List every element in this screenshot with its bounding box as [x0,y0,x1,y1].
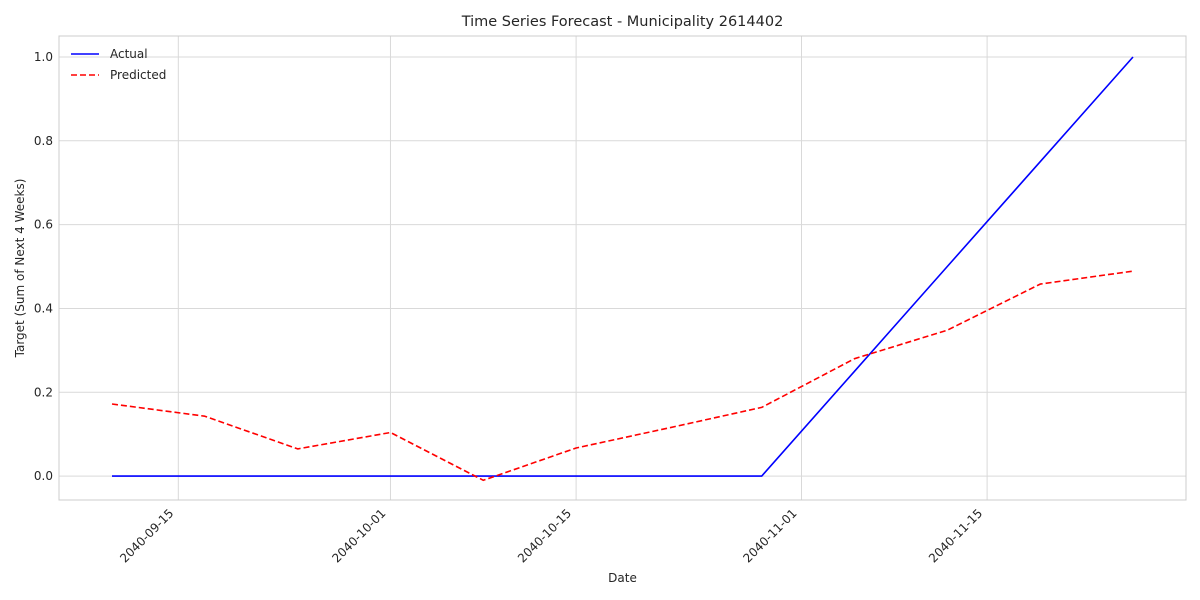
legend-label-actual: Actual [110,47,148,61]
y-tick-label: 0.6 [34,218,53,232]
chart-title: Time Series Forecast - Municipality 2614… [461,14,784,30]
y-tick-label: 0.0 [34,469,53,483]
series-line-actual [112,56,1134,477]
x-axis-label: Date [608,571,637,585]
y-tick-labels: 0.0 0.2 0.4 0.6 0.8 1.0 [34,50,53,483]
plot-frame [58,35,1187,501]
y-tick-label: 0.4 [34,301,53,315]
y-axis-label: Target (Sum of Next 4 Weeks) [13,179,27,359]
series-layer [111,56,1134,482]
y-tick-label: 0.8 [34,134,53,148]
y-tick-label: 0.2 [34,385,53,399]
legend-label-predicted: Predicted [110,68,166,82]
legend: Actual Predicted [71,47,166,82]
y-tick-label: 1.0 [34,50,53,64]
series-line-predicted [111,270,1134,482]
